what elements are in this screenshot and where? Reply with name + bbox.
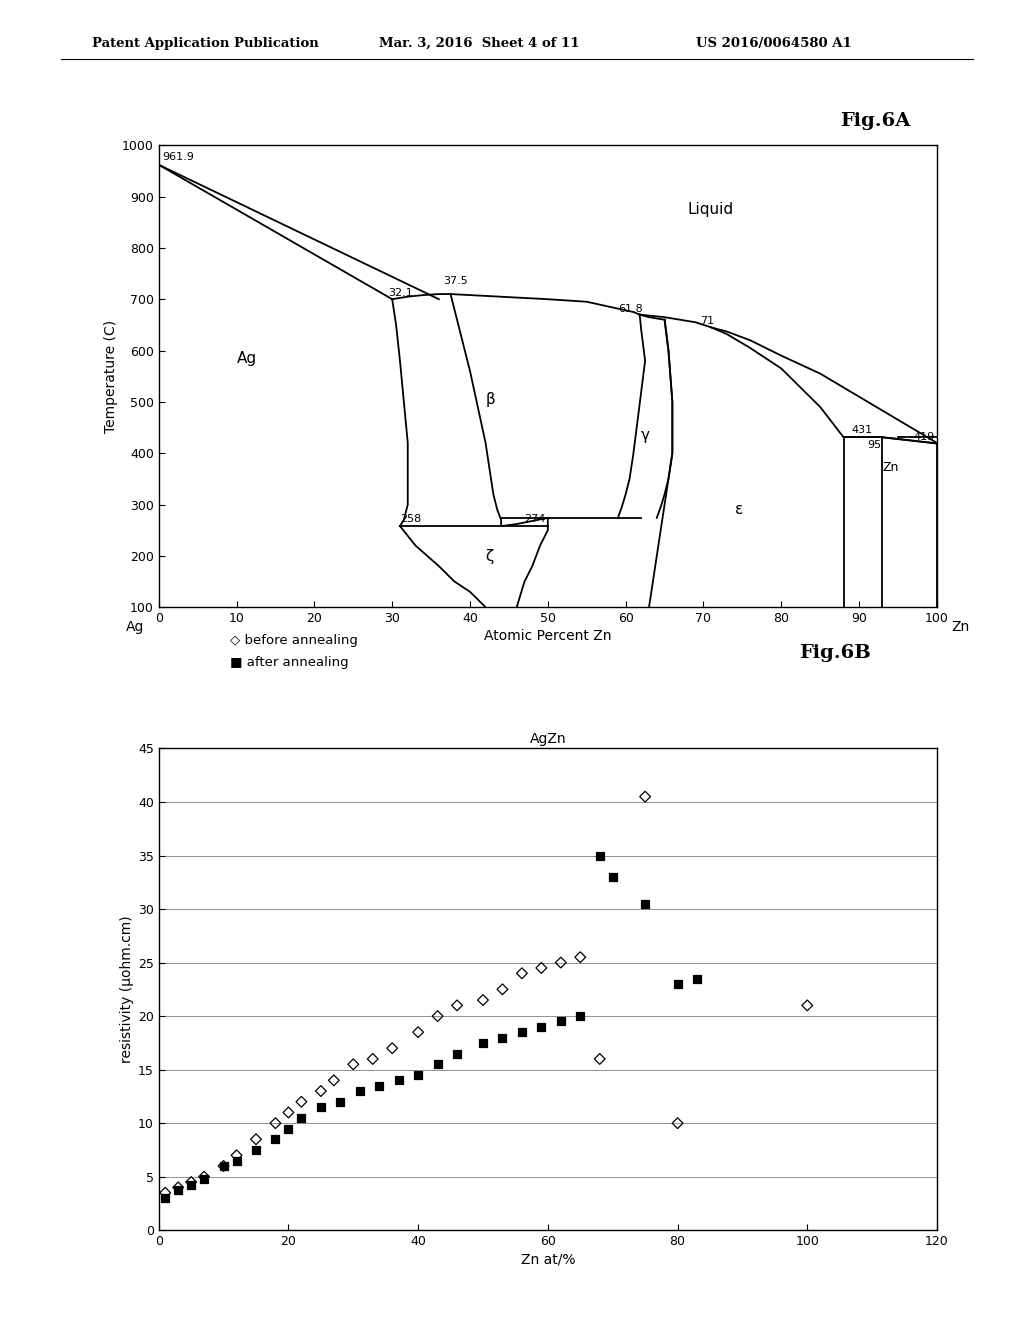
Text: 71: 71 xyxy=(699,315,714,326)
Point xyxy=(293,1107,309,1129)
Text: Zn: Zn xyxy=(883,461,899,474)
Point xyxy=(670,973,686,994)
Text: 274: 274 xyxy=(524,513,546,524)
Point xyxy=(281,1102,297,1123)
Point xyxy=(495,1027,511,1048)
Point xyxy=(534,957,550,978)
Point xyxy=(495,979,511,1001)
Text: ζ: ζ xyxy=(485,549,494,564)
Point xyxy=(514,1022,530,1043)
Text: Mar. 3, 2016  Sheet 4 of 11: Mar. 3, 2016 Sheet 4 of 11 xyxy=(379,37,580,50)
Point xyxy=(170,1177,186,1199)
Point xyxy=(592,845,608,866)
Point xyxy=(475,1032,492,1053)
X-axis label: Atomic Percent Zn: Atomic Percent Zn xyxy=(484,630,611,643)
Point xyxy=(365,1048,381,1069)
Point xyxy=(332,1092,348,1113)
Point xyxy=(475,990,492,1011)
Y-axis label: Temperature (C): Temperature (C) xyxy=(103,319,118,433)
Text: Fig.6A: Fig.6A xyxy=(840,112,910,131)
Point xyxy=(228,1150,245,1171)
Text: 32.1: 32.1 xyxy=(388,288,413,298)
Point xyxy=(390,1069,407,1090)
Point xyxy=(572,946,589,968)
Text: Patent Application Publication: Patent Application Publication xyxy=(92,37,318,50)
Point xyxy=(345,1053,361,1074)
Point xyxy=(410,1022,426,1043)
Text: 258: 258 xyxy=(400,513,421,524)
Point xyxy=(449,995,465,1016)
Point xyxy=(592,1048,608,1069)
Point xyxy=(326,1069,342,1090)
Y-axis label: resistivity (µohm.cm): resistivity (µohm.cm) xyxy=(120,916,134,1063)
Point xyxy=(312,1081,329,1102)
Text: 961.9: 961.9 xyxy=(163,152,195,161)
Point xyxy=(196,1168,212,1189)
Point xyxy=(689,968,706,989)
Text: Liquid: Liquid xyxy=(688,202,734,216)
Text: US 2016/0064580 A1: US 2016/0064580 A1 xyxy=(696,37,852,50)
Point xyxy=(183,1172,200,1193)
Point xyxy=(215,1155,231,1176)
Point xyxy=(228,1144,245,1166)
Point xyxy=(429,1006,445,1027)
Point xyxy=(281,1118,297,1139)
Point xyxy=(196,1166,212,1187)
Point xyxy=(170,1179,186,1200)
Text: 431: 431 xyxy=(851,425,872,436)
Text: 95: 95 xyxy=(867,440,881,450)
Point xyxy=(248,1139,264,1160)
Text: γ: γ xyxy=(641,428,650,444)
Point xyxy=(572,1006,589,1027)
Text: 419: 419 xyxy=(913,432,935,442)
Text: 37.5: 37.5 xyxy=(442,276,468,286)
Point xyxy=(183,1175,200,1196)
Point xyxy=(637,894,653,915)
X-axis label: Zn at/%: Zn at/% xyxy=(520,1253,575,1266)
Point xyxy=(637,785,653,807)
Point xyxy=(267,1129,284,1150)
Point xyxy=(293,1092,309,1113)
Point xyxy=(429,1053,445,1074)
Text: ■ after annealing: ■ after annealing xyxy=(230,656,349,669)
Point xyxy=(157,1188,173,1209)
Point xyxy=(799,995,815,1016)
Point xyxy=(371,1074,387,1096)
Text: Ag: Ag xyxy=(237,351,257,366)
Point xyxy=(604,866,621,887)
Text: Ag: Ag xyxy=(126,620,144,634)
Point xyxy=(553,952,569,973)
Point xyxy=(534,1016,550,1038)
Text: ◇ before annealing: ◇ before annealing xyxy=(230,634,358,647)
Point xyxy=(553,1011,569,1032)
Point xyxy=(449,1043,465,1064)
Text: Zn: Zn xyxy=(951,620,970,634)
Text: ε: ε xyxy=(734,503,742,517)
Point xyxy=(514,962,530,983)
Point xyxy=(384,1038,400,1059)
Point xyxy=(215,1155,231,1176)
Point xyxy=(267,1113,284,1134)
Point xyxy=(157,1183,173,1204)
Point xyxy=(670,1113,686,1134)
Point xyxy=(351,1081,368,1102)
Point xyxy=(410,1064,426,1085)
Point xyxy=(312,1097,329,1118)
Point xyxy=(248,1129,264,1150)
Title: AgZn: AgZn xyxy=(529,731,566,746)
Text: β: β xyxy=(485,392,496,407)
Text: 61.8: 61.8 xyxy=(617,304,643,314)
Text: Fig.6B: Fig.6B xyxy=(799,644,870,663)
